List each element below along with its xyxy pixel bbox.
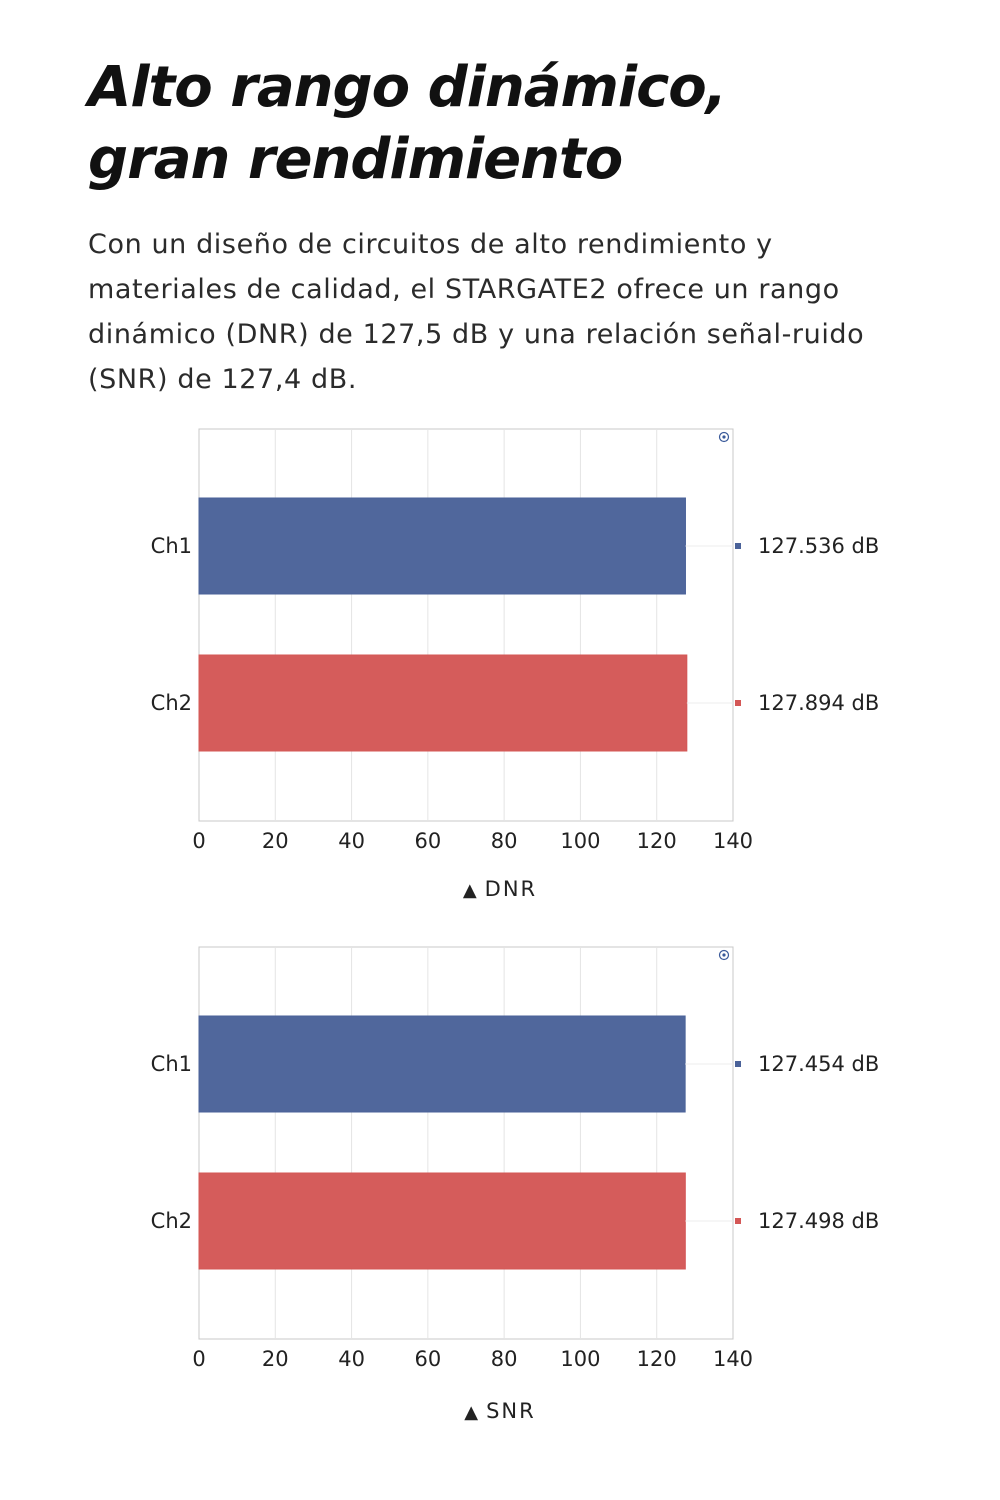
series-marker (735, 1218, 741, 1224)
value-label-ch2: 127.894 dB (758, 691, 879, 715)
plot-area (198, 946, 734, 1340)
x-tick-label: 80 (491, 1347, 518, 1371)
x-tick-label: 0 (192, 829, 205, 853)
x-tick-label: 40 (338, 1347, 365, 1371)
bar-ch1 (198, 497, 686, 595)
dnr-bar-chart: 0 20 40 60 80 100 120 140 Ch1 127.536 dB Ch2 127.89… (151, 428, 879, 853)
series-marker (735, 700, 741, 706)
x-tick-label: 120 (637, 829, 677, 853)
snr-caption-label: SNR (486, 1399, 536, 1423)
x-tick-label: 100 (560, 1347, 600, 1371)
snr-caption: ▲ SNR (0, 1399, 1000, 1423)
x-tick-label: 100 (560, 829, 600, 853)
value-label-ch1: 127.454 dB (758, 1052, 879, 1076)
bar-ch2 (198, 1172, 686, 1270)
plot-area (198, 428, 734, 822)
x-tick-label: 20 (262, 1347, 289, 1371)
value-label-ch1: 127.536 dB (758, 534, 879, 558)
triangle-up-icon: ▲ (464, 1402, 481, 1423)
category-label-ch2: Ch2 (151, 1209, 192, 1233)
series-marker (735, 1061, 741, 1067)
x-tick-label: 20 (262, 829, 289, 853)
headline-line-1: Alto rango dinámico, (88, 55, 727, 120)
x-tick-label: 140 (713, 1347, 753, 1371)
snr-bar-chart: 0 20 40 60 80 100 120 140 Ch1 127.454 dB Ch2 127.49… (151, 946, 879, 1371)
x-tick-label: 60 (414, 1347, 441, 1371)
ap-logo-icon-dot (722, 435, 726, 439)
triangle-up-icon: ▲ (462, 880, 479, 901)
dnr-caption: ▲ DNR (0, 877, 1000, 901)
bar-ch1 (198, 1015, 686, 1113)
x-tick-label: 0 (192, 1347, 205, 1371)
x-tick-label: 140 (713, 829, 753, 853)
category-label-ch2: Ch2 (151, 691, 192, 715)
headline-line-2: gran rendimiento (88, 127, 623, 192)
x-tick-label: 40 (338, 829, 365, 853)
headline: Alto rango dinámico, gran rendimiento (88, 52, 727, 196)
category-label-ch1: Ch1 (151, 534, 192, 558)
x-tick-label: 60 (414, 829, 441, 853)
description-paragraph: Con un diseño de circuitos de alto rendi… (88, 229, 865, 395)
ap-logo-icon-dot (722, 953, 726, 957)
category-label-ch1: Ch1 (151, 1052, 192, 1076)
bar-ch2 (198, 654, 688, 752)
x-tick-label: 80 (491, 829, 518, 853)
series-marker (735, 543, 741, 549)
value-label-ch2: 127.498 dB (758, 1209, 879, 1233)
x-tick-label: 120 (637, 1347, 677, 1371)
dnr-caption-label: DNR (484, 877, 538, 901)
